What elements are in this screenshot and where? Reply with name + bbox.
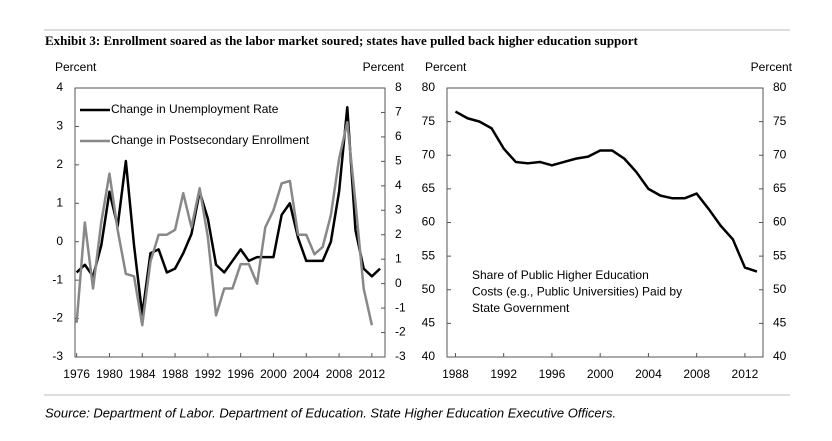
x-tick-label: 2008 (683, 367, 710, 381)
x-tick-label: 2012 (359, 367, 386, 381)
y2-tick-label: 1 (395, 251, 402, 265)
x-tick-label: 1976 (63, 367, 90, 381)
y2-tick-label: 7 (395, 105, 402, 119)
x-tick-label: 2008 (326, 367, 353, 381)
x-tick-label: 2000 (587, 367, 614, 381)
x-tick-label: 2004 (293, 367, 320, 381)
annotation: Costs (e.g., Public Universities) Paid b… (472, 285, 682, 299)
y-axis-label: Percent (425, 60, 467, 74)
y2-tick-label: 75 (773, 114, 787, 128)
y2-tick-label: 60 (773, 215, 787, 229)
y-tick-label: 40 (422, 349, 436, 363)
x-tick-label: 1980 (96, 367, 123, 381)
y-axis-label: Percent (55, 60, 97, 74)
y-tick-label: 3 (56, 119, 63, 133)
x-tick-label: 1992 (490, 367, 517, 381)
y-tick-label: 0 (56, 234, 63, 248)
y2-axis-label: Percent (751, 60, 793, 74)
y2-tick-label: -2 (395, 325, 406, 339)
x-tick-label: 1996 (539, 367, 566, 381)
y-tick-label: 55 (422, 248, 436, 262)
y2-tick-label: -1 (395, 300, 406, 314)
y-tick-label: 70 (422, 147, 436, 161)
x-tick-label: 1996 (227, 367, 254, 381)
y2-tick-label: 0 (395, 276, 402, 290)
x-tick-label: 1984 (129, 367, 156, 381)
y-tick-label: -2 (52, 311, 63, 325)
data-line (75, 120, 374, 327)
source: Source: Department of Labor. Department … (45, 405, 616, 420)
x-tick-label: 1992 (195, 367, 222, 381)
y2-tick-label: 50 (773, 282, 787, 296)
y2-tick-label: 4 (395, 178, 402, 192)
legend-label: Change in Unemployment Rate (111, 102, 279, 116)
y2-tick-label: 70 (773, 147, 787, 161)
plot-frame (74, 87, 386, 358)
chart-title: Exhibit 3: Enrollment soared as the labo… (45, 33, 639, 48)
annotation: Share of Public Higher Education (472, 268, 649, 282)
data-line (75, 105, 381, 316)
y2-tick-label: -3 (395, 349, 406, 363)
x-tick-label: 1988 (442, 367, 469, 381)
x-tick-label: 2012 (732, 367, 759, 381)
y-tick-label: 45 (422, 316, 436, 330)
y-tick-label: 4 (56, 80, 63, 94)
y2-tick-label: 65 (773, 181, 787, 195)
x-tick-label: 2004 (635, 367, 662, 381)
y-tick-label: 75 (422, 114, 436, 128)
data-line (454, 110, 758, 273)
y2-tick-label: 80 (773, 80, 787, 94)
y-tick-label: 1 (56, 195, 63, 209)
y2-tick-label: 2 (395, 227, 402, 241)
legend-label: Change in Postsecondary Enrollment (111, 133, 310, 147)
y2-tick-label: 55 (773, 248, 787, 262)
annotation: State Government (472, 301, 570, 315)
y-tick-label: 60 (422, 215, 436, 229)
y-tick-label: 50 (422, 282, 436, 296)
y2-tick-label: 6 (395, 129, 402, 143)
y2-tick-label: 45 (773, 316, 787, 330)
y-tick-label: -3 (52, 349, 63, 363)
y2-tick-label: 5 (395, 154, 402, 168)
y2-tick-label: 8 (395, 80, 402, 94)
y2-tick-label: 40 (773, 349, 787, 363)
x-tick-label: 1988 (162, 367, 189, 381)
y-tick-label: 2 (56, 157, 63, 171)
y-tick-label: -1 (52, 272, 63, 286)
x-tick-label: 2000 (260, 367, 287, 381)
y2-tick-label: 3 (395, 202, 402, 216)
y-tick-label: 80 (422, 80, 436, 94)
y-tick-label: 65 (422, 181, 436, 195)
y2-axis-label: Percent (363, 60, 405, 74)
